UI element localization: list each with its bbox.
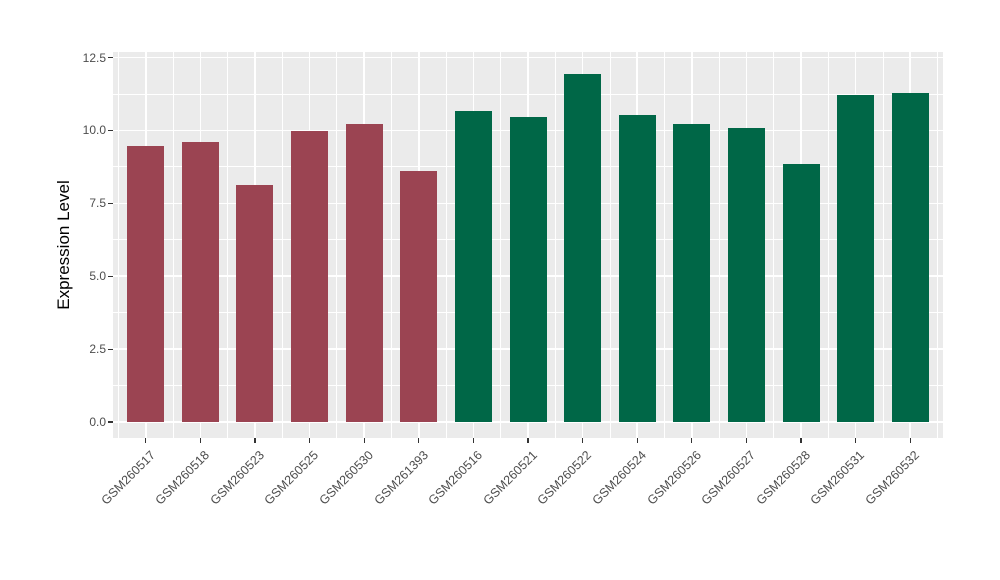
y-tick-label: 2.5 [89,342,106,357]
bar-GSM260525 [291,130,329,422]
bar-GSM260524 [618,115,656,422]
x-tick-mark [691,438,693,443]
x-tick-mark [363,438,365,443]
x-tick-mark [472,438,474,443]
x-tick-mark [582,438,584,443]
y-tick-label: 7.5 [89,196,106,211]
x-tick-label: GSM260530 [316,448,377,508]
x-tick-mark [145,438,147,443]
x-tick-mark [199,438,201,443]
x-tick-label: GSM260521 [480,448,540,508]
x-tick-mark [636,438,638,443]
y-tick-label: 5.0 [89,269,106,284]
x-tick-mark [855,438,857,443]
minor-gridline-vertical [172,52,174,438]
y-tick-mark [108,348,113,350]
minor-gridline-vertical [554,52,556,438]
minor-gridline-vertical [500,52,502,438]
x-tick-mark [308,438,311,443]
x-tick-label: GSM260517 [98,448,158,508]
x-tick-label: GSM260527 [698,448,759,508]
minor-gridline-vertical [664,52,665,438]
minor-gridline-vertical [827,52,829,438]
minor-gridline-vertical [882,52,884,438]
x-tick-label: GSM260528 [753,448,813,508]
x-tick-label: GSM260531 [807,448,868,508]
x-tick-label: GSM261393 [371,448,431,508]
x-tick-label: GSM260524 [589,448,650,508]
x-tick-label: GSM260522 [534,448,595,508]
bar-GSM260526 [673,124,711,422]
minor-gridline-vertical [118,52,119,438]
bar-GSM260516 [454,110,492,422]
x-tick-mark [527,438,529,443]
x-tick-mark [800,438,802,443]
x-tick-label: GSM260526 [644,448,704,508]
y-tick-mark [108,202,113,204]
bar-GSM260518 [181,141,219,422]
bar-GSM260517 [127,145,165,422]
minor-gridline-vertical [609,52,611,438]
x-tick-mark [745,438,747,443]
x-tick-mark [418,438,420,443]
minor-gridline-vertical [937,52,938,438]
y-tick-label: 10.0 [82,123,106,138]
bar-GSM260522 [564,73,602,422]
x-tick-label: GSM260518 [152,448,213,508]
y-tick-label: 0.0 [89,415,106,429]
y-tick-mark [108,56,113,59]
bar-GSM260528 [782,163,820,422]
minor-gridline-vertical [336,52,338,438]
x-tick-label: GSM260516 [425,448,486,508]
bar-GSM260521 [509,117,547,422]
minor-gridline-vertical [391,52,392,438]
bar-GSM260531 [837,95,875,422]
minor-gridline-vertical [773,52,775,438]
bar-GSM261393 [400,170,438,422]
minor-gridline-vertical [281,52,283,438]
x-tick-label: GSM260523 [207,448,267,508]
y-tick-mark [108,129,113,131]
plot-panel [113,52,943,438]
x-tick-mark [254,438,256,443]
bar-GSM260523 [236,184,274,422]
y-tick-mark [108,421,113,423]
bar-GSM260530 [345,124,383,422]
bar-GSM260532 [891,93,929,422]
y-tick-label: 12.5 [82,50,106,65]
bar-GSM260527 [727,128,765,422]
y-tick-mark [108,275,113,277]
x-tick-mark [909,438,911,443]
minor-gridline-vertical [445,52,447,438]
minor-gridline-vertical [227,52,229,438]
x-tick-label: GSM260525 [261,448,322,508]
x-tick-label: GSM260532 [862,448,923,508]
minor-gridline-vertical [718,52,720,438]
